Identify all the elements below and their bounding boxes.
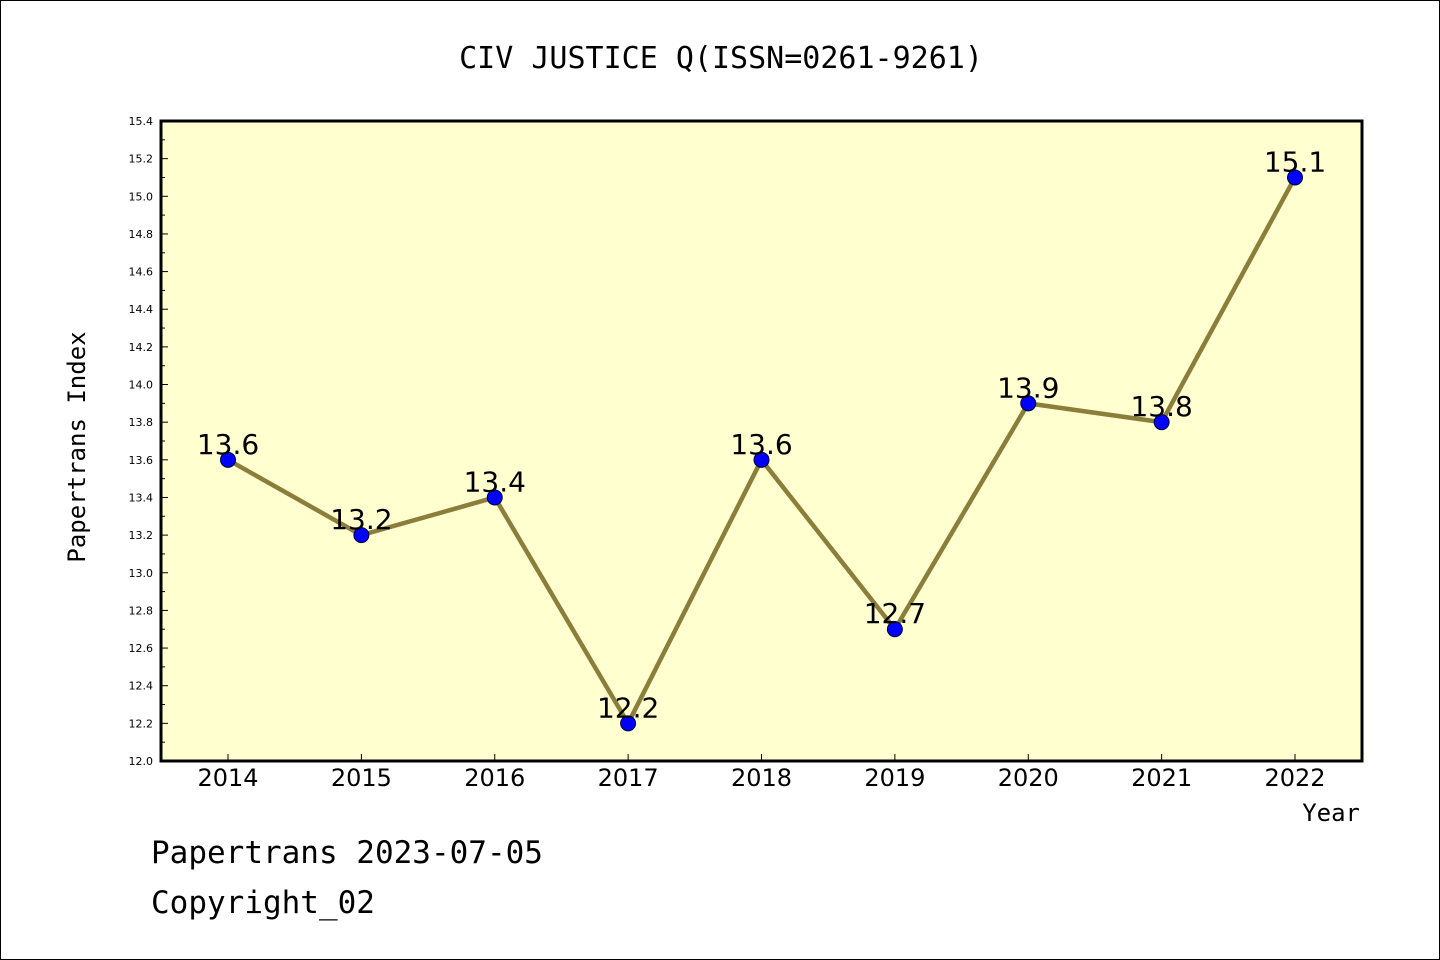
data-point (1287, 169, 1303, 186)
data-point (886, 621, 903, 638)
data-point (486, 489, 503, 506)
y-tick-label: 13.6 (129, 454, 154, 467)
data-point (1153, 414, 1170, 431)
y-tick-label: 13.4 (129, 491, 154, 504)
data-label: 15.1 (1264, 145, 1326, 178)
y-tick-label: 15.4 (129, 115, 154, 128)
y-tick-label: 14.2 (129, 341, 154, 354)
y-tick-label: 14.6 (129, 266, 154, 279)
data-label: 13.2 (330, 503, 392, 536)
y-tick-label: 12.0 (129, 755, 154, 768)
plot-area (159, 119, 1364, 763)
y-tick-label: 15.0 (129, 190, 154, 203)
data-label: 13.8 (1130, 390, 1192, 423)
y-tick-label: 14.4 (129, 303, 154, 316)
x-tick-label: 2019 (864, 764, 925, 792)
y-tick-label: 13.2 (129, 529, 154, 542)
data-point (220, 451, 236, 468)
y-tick-label: 12.2 (129, 717, 154, 730)
data-label: 12.7 (864, 597, 926, 630)
y-axis: 12.0 12.2 12.4 12.6 12.8 13.0 13.2 13.4 13.6 13.8… (129, 115, 168, 768)
x-tick-label: 2016 (464, 764, 525, 792)
y-tick-label: 12.6 (129, 642, 154, 655)
data-point (753, 451, 770, 468)
data-label: 13.4 (464, 465, 526, 498)
series-layer (220, 169, 1303, 732)
x-tick-label: 2015 (331, 764, 392, 792)
y-axis-title: Papertrans Index (63, 331, 91, 562)
data-point (1020, 395, 1037, 412)
x-tick-label: 2021 (1131, 764, 1192, 792)
y-tick-label: 14.0 (129, 379, 154, 392)
x-tick-label: 2018 (731, 764, 792, 792)
x-tick-label: 2022 (1264, 764, 1325, 792)
x-axis: 2014 2015 2016 2017 2018 2019 2020 2021 2022 (197, 754, 1326, 792)
footer-copyright: Copyright_02 (151, 885, 375, 921)
y-tick-label: 13.0 (129, 567, 154, 580)
chart-title: CIV JUSTICE Q(ISSN=0261-9261) (459, 41, 983, 76)
data-label-layer: 13.6 13.2 13.4 12.2 13.6 12.7 13.9 13.8 15.1 (197, 145, 1326, 724)
y-tick-label: 14.8 (129, 228, 154, 241)
data-point (353, 527, 370, 544)
x-tick-label: 2020 (998, 764, 1059, 792)
data-point (620, 715, 637, 732)
data-label: 13.9 (997, 371, 1059, 404)
x-tick-label: 2014 (197, 764, 258, 792)
y-tick-label: 13.8 (129, 416, 154, 429)
data-label: 13.6 (730, 428, 792, 461)
y-tick-label: 12.4 (129, 680, 154, 693)
x-axis-title: Year (1302, 799, 1360, 827)
footer-date: Papertrans 2023-07-05 (151, 835, 543, 871)
x-tick-label: 2017 (598, 764, 659, 792)
y-tick-label: 15.2 (129, 153, 154, 166)
y-tick-label: 12.8 (129, 604, 154, 617)
data-label: 12.2 (597, 691, 659, 724)
data-label: 13.6 (197, 428, 259, 461)
